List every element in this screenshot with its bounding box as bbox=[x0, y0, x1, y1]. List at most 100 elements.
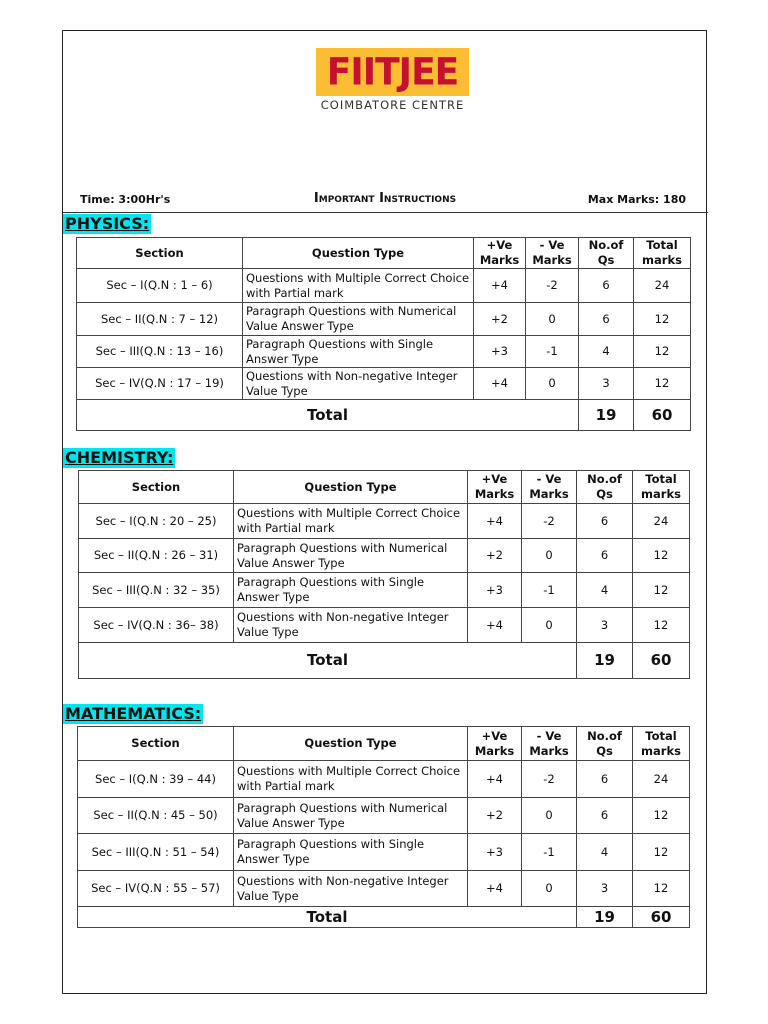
cell-num-questions: 6 bbox=[576, 538, 633, 573]
cell-question-type: Questions with Multiple Correct Choice w… bbox=[233, 503, 468, 539]
cell-positive-marks: +3 bbox=[467, 572, 522, 608]
column-header-num-questions: No.of Qs bbox=[576, 470, 633, 504]
column-header-negative-marks: - Ve Marks bbox=[525, 237, 579, 269]
cell-section: Sec – III(Q.N : 51 – 54) bbox=[77, 833, 234, 871]
table-header-row: Section Question Type +Ve Marks - Ve Marks N… bbox=[77, 726, 690, 761]
table-row: Sec – I(Q.N : 1 – 6) Questions with Multi… bbox=[76, 268, 691, 303]
fiitjee-logo: FIITJEE bbox=[316, 48, 469, 96]
total-label: Total bbox=[76, 399, 579, 431]
cell-section: Sec – I(Q.N : 1 – 6) bbox=[76, 268, 243, 303]
total-marks: 60 bbox=[632, 906, 690, 928]
table-row: Sec – III(Q.N : 13 – 16) Paragraph Questi… bbox=[76, 335, 691, 368]
subject-heading: PHYSICS: bbox=[63, 214, 152, 234]
table-row: Sec – IV(Q.N : 55 – 57) Questions with No… bbox=[77, 870, 690, 907]
cell-positive-marks: +4 bbox=[473, 268, 526, 303]
cell-positive-marks: +2 bbox=[467, 538, 522, 573]
table-row: Sec – II(Q.N : 45 – 50) Paragraph Questio… bbox=[77, 797, 690, 834]
table-row: Sec – II(Q.N : 26 – 31) Paragraph Questio… bbox=[78, 538, 690, 573]
cell-question-type: Paragraph Questions with Single Answer T… bbox=[233, 572, 468, 608]
total-label: Total bbox=[77, 906, 577, 928]
cell-positive-marks: +4 bbox=[467, 760, 522, 798]
cell-question-type: Paragraph Questions with Single Answer T… bbox=[242, 335, 474, 368]
table-row: Sec – I(Q.N : 20 – 25) Questions with Mul… bbox=[78, 503, 690, 539]
total-questions: 19 bbox=[576, 906, 633, 928]
cell-num-questions: 6 bbox=[576, 797, 633, 834]
cell-section: Sec – I(Q.N : 20 – 25) bbox=[78, 503, 234, 539]
column-header-section: Section bbox=[78, 470, 234, 504]
cell-num-questions: 6 bbox=[576, 503, 633, 539]
marks-table: Section Question Type +Ve Marks - Ve Marks N… bbox=[76, 237, 691, 431]
column-header-positive-marks: +Ve Marks bbox=[467, 726, 522, 761]
cell-question-type: Paragraph Questions with Single Answer T… bbox=[233, 833, 468, 871]
cell-num-questions: 6 bbox=[578, 302, 634, 336]
table-row: Sec – III(Q.N : 51 – 54) Paragraph Questi… bbox=[77, 833, 690, 871]
exam-time: Time: 3:00Hr's bbox=[80, 193, 171, 206]
cell-positive-marks: +3 bbox=[473, 335, 526, 368]
cell-total-marks: 12 bbox=[632, 833, 690, 871]
page-border bbox=[62, 30, 707, 994]
table-header-row: Section Question Type +Ve Marks - Ve Marks N… bbox=[76, 237, 691, 269]
cell-section: Sec – II(Q.N : 26 – 31) bbox=[78, 538, 234, 573]
cell-positive-marks: +2 bbox=[467, 797, 522, 834]
total-marks: 60 bbox=[633, 399, 691, 431]
total-questions: 19 bbox=[578, 399, 634, 431]
column-header-num-questions: No.of Qs bbox=[578, 237, 634, 269]
cell-total-marks: 12 bbox=[633, 302, 691, 336]
cell-total-marks: 12 bbox=[632, 870, 690, 907]
column-header-total-marks: Total marks bbox=[633, 237, 691, 269]
table-row: Sec – IV(Q.N : 36– 38) Questions with Non… bbox=[78, 607, 690, 643]
column-header-num-questions: No.of Qs bbox=[576, 726, 633, 761]
cell-negative-marks: 0 bbox=[521, 538, 577, 573]
cell-positive-marks: +2 bbox=[473, 302, 526, 336]
cell-positive-marks: +4 bbox=[467, 870, 522, 907]
cell-negative-marks: -1 bbox=[525, 335, 579, 368]
marks-table: Section Question Type +Ve Marks - Ve Marks N… bbox=[77, 726, 690, 928]
cell-total-marks: 12 bbox=[632, 538, 690, 573]
column-header-total-marks: Total marks bbox=[632, 726, 690, 761]
total-questions: 19 bbox=[576, 642, 633, 679]
cell-num-questions: 3 bbox=[576, 870, 633, 907]
cell-question-type: Paragraph Questions with Numerical Value… bbox=[233, 797, 468, 834]
cell-total-marks: 12 bbox=[632, 797, 690, 834]
column-header-question-type: Question Type bbox=[233, 470, 468, 504]
cell-section: Sec – I(Q.N : 39 – 44) bbox=[77, 760, 234, 798]
total-marks: 60 bbox=[632, 642, 690, 679]
cell-positive-marks: +4 bbox=[473, 367, 526, 400]
cell-num-questions: 4 bbox=[578, 335, 634, 368]
cell-negative-marks: 0 bbox=[525, 367, 579, 400]
column-header-positive-marks: +Ve Marks bbox=[467, 470, 522, 504]
column-header-question-type: Question Type bbox=[233, 726, 468, 761]
cell-num-questions: 4 bbox=[576, 833, 633, 871]
page-title: Important Instructions bbox=[313, 191, 457, 206]
cell-question-type: Questions with Non-negative Integer Valu… bbox=[233, 607, 468, 643]
cell-total-marks: 24 bbox=[632, 760, 690, 798]
cell-negative-marks: -2 bbox=[525, 268, 579, 303]
cell-num-questions: 4 bbox=[576, 572, 633, 608]
cell-total-marks: 12 bbox=[633, 335, 691, 368]
cell-section: Sec – III(Q.N : 13 – 16) bbox=[76, 335, 243, 368]
cell-section: Sec – II(Q.N : 7 – 12) bbox=[76, 302, 243, 336]
cell-positive-marks: +4 bbox=[467, 607, 522, 643]
cell-question-type: Questions with Non-negative Integer Valu… bbox=[233, 870, 468, 907]
cell-section: Sec – II(Q.N : 45 – 50) bbox=[77, 797, 234, 834]
cell-negative-marks: -2 bbox=[521, 503, 577, 539]
table-row: Sec – II(Q.N : 7 – 12) Paragraph Question… bbox=[76, 302, 691, 336]
cell-section: Sec – IV(Q.N : 17 – 19) bbox=[76, 367, 243, 400]
cell-num-questions: 6 bbox=[578, 268, 634, 303]
cell-question-type: Questions with Multiple Correct Choice w… bbox=[233, 760, 468, 798]
cell-total-marks: 24 bbox=[632, 503, 690, 539]
table-header-row: Section Question Type +Ve Marks - Ve Marks N… bbox=[78, 470, 690, 504]
column-header-section: Section bbox=[76, 237, 243, 269]
column-header-negative-marks: - Ve Marks bbox=[521, 470, 577, 504]
cell-total-marks: 12 bbox=[632, 607, 690, 643]
cell-section: Sec – III(Q.N : 32 – 35) bbox=[78, 572, 234, 608]
marks-table: Section Question Type +Ve Marks - Ve Marks N… bbox=[78, 470, 690, 679]
column-header-total-marks: Total marks bbox=[632, 470, 690, 504]
table-row: Sec – IV(Q.N : 17 – 19) Questions with No… bbox=[76, 367, 691, 400]
cell-positive-marks: +3 bbox=[467, 833, 522, 871]
subject-heading: MATHEMATICS: bbox=[63, 704, 204, 724]
column-header-question-type: Question Type bbox=[242, 237, 474, 269]
column-header-negative-marks: - Ve Marks bbox=[521, 726, 577, 761]
cell-negative-marks: -1 bbox=[521, 572, 577, 608]
cell-num-questions: 6 bbox=[576, 760, 633, 798]
